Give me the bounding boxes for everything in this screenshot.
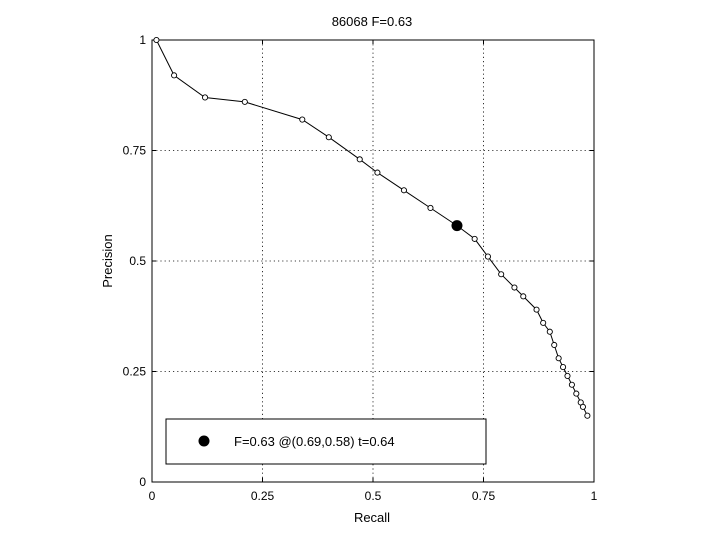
data-point (484, 253, 491, 260)
x-tick-label: 0.75 (472, 489, 496, 503)
legend-box (165, 418, 487, 465)
y-tick-label: 0.25 (123, 365, 147, 379)
data-point (171, 72, 178, 79)
data-point (241, 98, 248, 105)
data-point (400, 187, 407, 194)
data-point (568, 381, 575, 388)
legend: F=0.63 @(0.69,0.58) t=0.64 (165, 418, 487, 465)
data-point (584, 412, 591, 419)
data-point (201, 94, 209, 101)
y-tick-label: 0.75 (123, 144, 147, 158)
x-tick-label: 0 (149, 489, 156, 503)
y-tick-label: 1 (139, 33, 146, 47)
y-tick-label: 0.5 (129, 254, 146, 268)
data-point (579, 403, 587, 410)
data-point (498, 271, 505, 278)
data-point (540, 319, 547, 326)
data-point (560, 364, 567, 371)
chart-title: 86068 F=0.63 (332, 14, 413, 29)
legend-label: F=0.63 @(0.69,0.58) t=0.64 (234, 434, 395, 449)
data-point (356, 156, 363, 163)
data-point (511, 284, 518, 291)
y-tick-labels: 0 0.25 0.5 0.75 1 (123, 33, 147, 489)
x-axis-title: Recall (354, 510, 390, 525)
x-tick-labels: 0 0.25 0.5 0.75 1 (149, 489, 598, 503)
legend-marker (198, 435, 210, 447)
data-point (546, 328, 553, 335)
data-point (427, 204, 434, 212)
data-point (153, 36, 160, 44)
data-point (564, 372, 571, 379)
best-f-point (451, 220, 463, 232)
data-point (299, 116, 306, 123)
y-axis-title: Precision (100, 234, 115, 287)
x-tick-label: 1 (591, 489, 598, 503)
series-line (155, 39, 588, 416)
plot-area-frame (151, 39, 595, 483)
data-point (374, 169, 381, 176)
x-tick-label: 0.25 (251, 489, 275, 503)
grid (152, 40, 594, 482)
data-point (551, 341, 558, 349)
series-group (153, 36, 591, 419)
x-tick-label: 0.5 (365, 489, 382, 503)
data-point (520, 293, 527, 300)
y-tick-label: 0 (139, 475, 146, 489)
data-point (325, 134, 332, 141)
data-point (555, 355, 562, 362)
data-point (533, 306, 540, 313)
axis-ticks (151, 39, 595, 483)
data-point (573, 390, 580, 397)
data-point (471, 235, 478, 242)
